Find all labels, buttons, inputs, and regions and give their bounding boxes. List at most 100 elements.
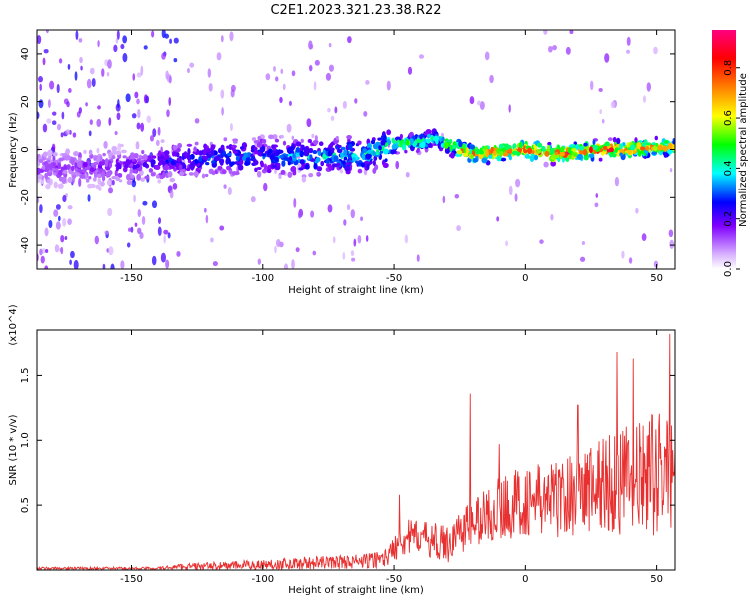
spectrogram-ridge-cell [474,148,481,155]
spectrogram-ridge-cell [634,137,638,143]
spectrogram-ridge-cell [343,156,348,161]
spectrogram-ridge-cell [179,171,185,177]
spectrogram-noise-cell [166,109,170,118]
colorbar-tick-label: 0.4 [723,160,734,176]
spectrogram-noise-cell [653,260,659,268]
spectrogram-ridge-cell [116,162,121,169]
spectrogram-noise-cell [46,118,52,124]
spectrogram-noise-cell [274,245,277,254]
x-tick-label: -100 [251,574,274,585]
spectrogram-ridge-cell [97,177,102,185]
spectrogram-noise-cell [136,98,140,105]
spectrogram-noise-cell [51,111,57,116]
spectrogram-ridge-cell [576,153,583,160]
spectrogram-noise-cell [69,259,72,265]
spectrogram-ridge-cell [367,149,372,154]
spectrogram-ridge-cell [99,181,105,187]
spectrogram-ridge-cell [191,160,196,166]
spectrogram-noise-cell [635,207,639,214]
spectrogram-noise-cell [132,73,136,81]
spectrogram-ridge-cell [130,152,135,157]
spectrogram-noise-cell [365,80,370,85]
spectrogram-ridge-cell [529,155,535,163]
spectrogram-ridge-cell [399,133,403,140]
spectrogram-ridge-cell [657,145,664,151]
spectrogram-ridge-cell [198,155,203,163]
spectrogram-ridge-cell [201,173,206,179]
spectrogram-ridge-cell [118,143,124,148]
spectrogram-noise-cell [143,45,148,50]
spectrogram-ridge-cell [343,149,348,156]
spectrogram-ridge-cell [170,161,176,166]
spectrogram-noise-cell [347,36,352,44]
spectrogram-ridge-cell [280,169,286,175]
spectrogram-ridge-cell [114,169,118,177]
spectrogram-ridge-cell [322,153,327,160]
spectrogram-ridge-cell [607,137,613,142]
spectrogram-noise-cell [293,197,297,208]
spectrogram-ridge-cell [582,148,588,156]
spectrogram-noise-cell [205,214,209,224]
spectrogram-noise-cell [203,207,207,213]
spectrogram-ridge-cell [655,142,659,147]
spectrogram-ridge-cell [496,155,502,161]
chart-title: C2E1.2023.321.23.38.R22 [270,3,441,18]
spectrogram-ridge-cell [346,135,353,140]
spectrogram-ridge-cell [279,154,285,159]
spectrogram-noise-cell [134,91,139,99]
spectrogram-ridge-cell [160,139,165,144]
spectrogram-noise-cell [163,229,169,235]
spectrogram-noise-cell [149,135,154,142]
spectrogram-ridge-cell [129,155,136,160]
x-tick-label: -150 [120,574,143,585]
spectrogram-ridge-cell [205,161,210,166]
spectrogram-noise-cell [514,193,518,202]
spectrogram-ridge-cell [559,151,565,157]
spectrogram-noise-cell [275,239,281,248]
spectrogram-noise-cell [39,204,43,214]
spectrogram-ridge-cell [223,137,228,142]
spectrogram-ridge-cell [177,142,183,149]
spectrogram-ridge-cell [511,150,518,156]
spectrogram-ridge-cell [544,150,550,157]
spectrogram-ridge-cell [484,145,488,150]
spectrogram-ridge-cell [140,159,145,164]
spectrogram-noise-cell [298,211,302,219]
spectrogram-ridge-cell [211,170,216,176]
spectrogram-ridge-cell [65,154,71,161]
spectrogram-ridge-cell [619,152,624,157]
spectrogram-ridge-cell [470,154,474,160]
spectrogram-noise-cell [405,171,410,178]
spectrogram-ridge-cell [565,157,570,162]
spectrogram-noise-cell [44,227,49,237]
spectrogram-ridge-cell [315,157,321,163]
spectrogram-ridge-cell [142,154,148,161]
spectrogram-ridge-cell [496,147,501,154]
spectrogram-ridge-cell [55,167,59,174]
spectrogram-ridge-cell [589,146,593,154]
spectrogram-noise-cell [106,71,110,77]
spectrogram-ridge-cell [122,155,127,159]
spectrogram-ridge-cell [126,180,133,186]
x-tick-label: 50 [650,273,663,284]
spectrogram-ridge-cell [311,133,315,138]
spectrogram-ridge-cell [42,151,48,158]
spectrogram-ridge-cell [231,170,237,176]
spectrogram-noise-cell [208,83,213,92]
x-tick-label: -100 [251,273,274,284]
spectrogram-ridge-cell [178,164,183,170]
spectrogram-noise-cell [48,219,53,229]
spectrogram-ridge-cell [654,135,658,141]
spectrogram-noise-cell [111,179,115,186]
spectrogram-noise-cell [128,227,132,232]
spectrogram-ridge-cell [386,129,392,136]
spectrogram-noise-cell [68,88,72,93]
spectrogram-noise-cell [47,99,51,108]
spectrogram-ridge-cell [253,147,258,151]
spectrogram-ridge-cell [239,146,245,150]
snr-x-ticks: -150 -100 -50 0 50 [120,330,663,585]
spectrogram-ridge-cell [231,161,235,166]
spectrogram-ridge-cell [314,135,318,142]
spectrogram-ridge-cell [427,133,431,138]
spectrogram-noise-cell [88,130,92,137]
